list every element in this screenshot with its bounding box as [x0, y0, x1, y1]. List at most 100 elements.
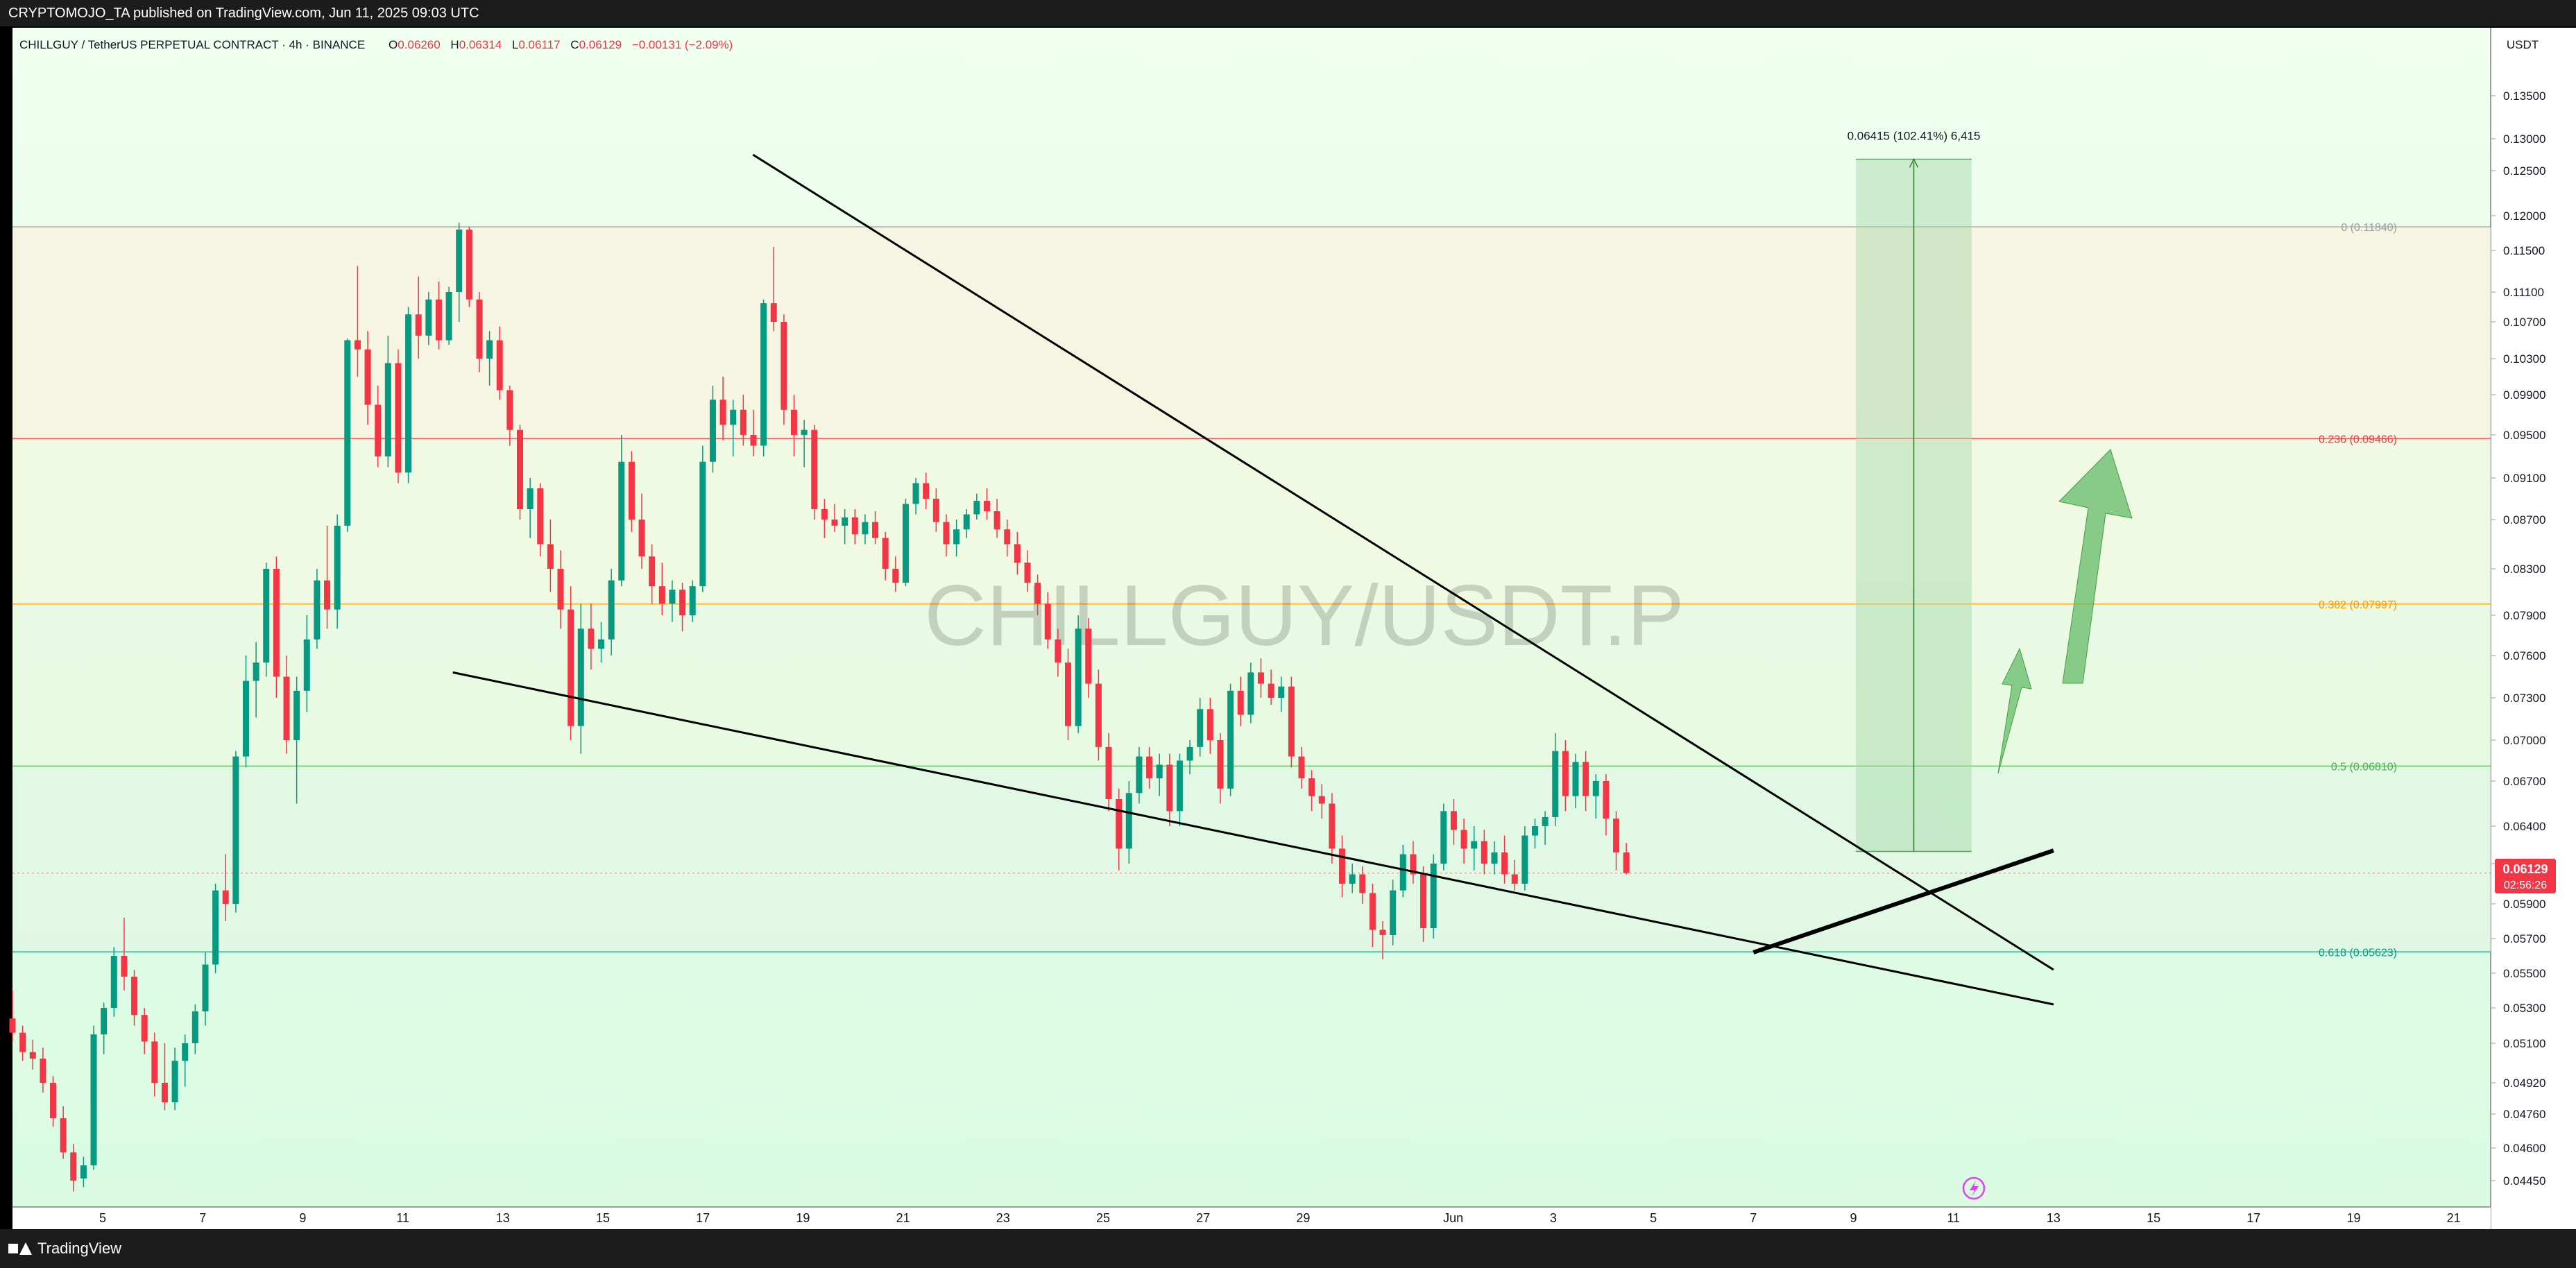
time-tick-label: 11: [396, 1211, 409, 1225]
tradingview-logo[interactable]: TradingView: [8, 1237, 121, 1260]
candle-body: [29, 1052, 36, 1059]
candle-body: [1603, 781, 1610, 819]
price-tick-label: 0.04760: [2503, 1108, 2545, 1121]
candle-body: [699, 461, 706, 587]
low-value: 0.06117: [518, 38, 560, 51]
time-tick-label: 17: [696, 1211, 710, 1225]
price-tick-label: 0.05700: [2503, 932, 2545, 945]
candle-body: [923, 483, 930, 499]
candle-body: [993, 511, 1000, 530]
candle-body: [1186, 746, 1193, 761]
candle-body: [1206, 709, 1213, 740]
candle-body: [40, 1059, 46, 1083]
time-tick-label: 5: [99, 1211, 106, 1225]
price-tick-label: 0.09900: [2503, 388, 2545, 402]
candle-body: [760, 303, 767, 446]
price-tick-label: 0.09100: [2503, 472, 2545, 485]
candle-body: [689, 586, 696, 615]
time-tick-label: 13: [496, 1211, 510, 1225]
candle-body: [110, 956, 117, 1008]
price-tick-label: 0.13500: [2503, 89, 2545, 103]
candle-body: [892, 569, 899, 583]
candle-body: [1592, 781, 1599, 796]
candle-body: [1166, 764, 1173, 812]
measure-tool[interactable]: 0.06415 (102.41%) 6,415: [1848, 129, 1981, 853]
candle-body: [598, 639, 605, 649]
candle-body: [263, 569, 270, 663]
candle-body: [608, 580, 615, 640]
measure-arrow-head: [1909, 157, 1919, 168]
candle-body: [253, 662, 259, 681]
candle-body: [101, 1008, 108, 1035]
tradingview-logo-icon: [8, 1241, 32, 1256]
candle-body: [943, 522, 950, 545]
candle-body: [1268, 683, 1274, 698]
brand-bar: TradingView: [0, 1229, 2576, 1268]
trendlines[interactable]: [452, 153, 2054, 1006]
candle-body: [902, 504, 909, 583]
trendline-lower: [452, 671, 2054, 1006]
large-up-arrow: [2058, 449, 2133, 684]
candle-body: [709, 400, 716, 462]
candle-body: [1197, 709, 1204, 747]
open-value: 0.06260: [398, 38, 440, 51]
candle-body: [161, 1083, 168, 1103]
candle-body: [1481, 841, 1487, 864]
high-label: H: [450, 38, 459, 51]
candle-body: [1349, 874, 1356, 884]
open-label: O: [389, 38, 398, 51]
time-tick-label: 7: [1750, 1211, 1757, 1225]
candle-body: [953, 529, 960, 545]
candle-body: [1521, 835, 1528, 884]
candle-body: [1055, 639, 1061, 663]
symbol-legend[interactable]: CHILLGUY / TetherUS PERPETUAL CONTRACT ·…: [19, 38, 733, 51]
candle-body: [415, 314, 422, 336]
price-tick-label: 0.04450: [2503, 1174, 2545, 1188]
candle-body: [303, 639, 310, 691]
price-tick-label: 0.10700: [2503, 316, 2545, 329]
candle-body: [1146, 756, 1153, 779]
last-price-value: 0.06129: [2502, 862, 2548, 876]
candle-body: [618, 461, 625, 581]
candle-body: [1399, 854, 1406, 891]
candle-body: [232, 756, 239, 904]
candle-body: [1623, 852, 1630, 873]
symbol-title: CHILLGUY / TetherUS PERPETUAL CONTRACT ·…: [19, 38, 365, 51]
price-tick-label: 0.06400: [2503, 820, 2545, 833]
candle-body: [50, 1083, 57, 1119]
fib-zones: [12, 227, 2491, 952]
price-tick-label: 0.07900: [2503, 609, 2545, 622]
measure-label: 0.06415 (102.41%) 6,415: [1848, 129, 1981, 142]
candle-body: [1288, 686, 1295, 757]
fib-level-label: 0.5 (0.06810): [2331, 761, 2397, 773]
price-tick-label: 0.05100: [2503, 1037, 2545, 1050]
candle-body: [80, 1165, 87, 1179]
time-axis[interactable]: 5 7 9 11 13 15 17 19 21 23 25 27 29 Jun 3 5 7 9 11 13 15 17 19…: [99, 1211, 2461, 1225]
candle-body: [1613, 819, 1620, 853]
candle-body: [1542, 817, 1549, 826]
candle-body: [384, 363, 391, 456]
candles: [9, 223, 1630, 1192]
price-tick-label: 0.08700: [2503, 513, 2545, 526]
candle-body: [445, 292, 452, 341]
candle-body: [293, 690, 300, 740]
time-tick-label: 19: [796, 1211, 810, 1225]
candle-body: [354, 340, 361, 350]
replay-icon[interactable]: [1962, 1176, 1986, 1200]
candle-body: [1014, 544, 1021, 563]
candle-body: [273, 569, 280, 677]
candle-body: [364, 349, 371, 405]
candle-body: [1369, 893, 1376, 930]
brand-name: TradingView: [37, 1240, 122, 1257]
price-tick-label: 0.08300: [2503, 563, 2545, 576]
time-tick-label: 19: [2346, 1211, 2360, 1225]
candle-body: [740, 409, 747, 435]
last-price-tag-bg: [2495, 859, 2556, 893]
candle-body: [1359, 874, 1366, 893]
candle-body: [496, 340, 503, 391]
ohlc-values: O0.06260 H0.06314 L0.06117 C0.06129 −0.0…: [389, 38, 733, 51]
candle-body: [506, 390, 513, 430]
candle-body: [862, 522, 869, 535]
